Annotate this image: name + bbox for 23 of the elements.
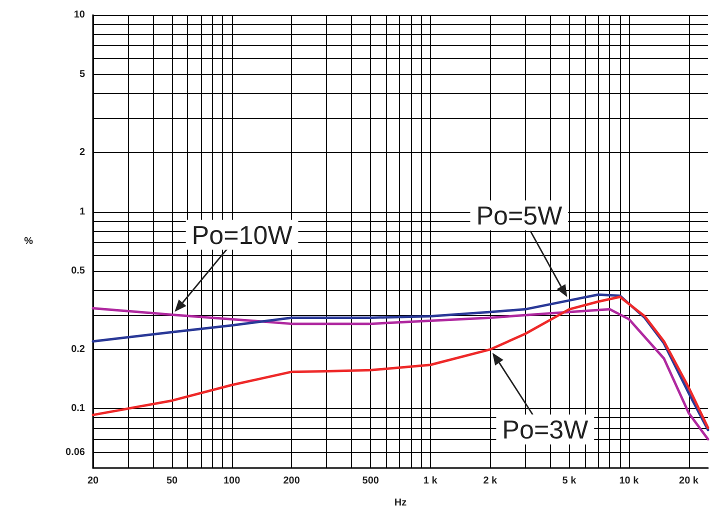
x-tick-label: 20 k — [679, 476, 699, 486]
x-tick-label: 500 — [362, 476, 380, 486]
x-tick-label: 2 k — [483, 476, 498, 486]
text: Po=5W — [476, 200, 563, 230]
text: Po=10W — [192, 220, 293, 250]
x-tick-label: 50 — [166, 476, 178, 486]
y-tick-label: 0.2 — [71, 344, 86, 355]
y-tick-label: 5 — [79, 68, 86, 80]
x-tick-label: 5 k — [562, 476, 577, 486]
y-tick-label: 1 — [79, 206, 86, 218]
x-tick-label: 200 — [283, 476, 300, 486]
x-tick-label: 100 — [223, 476, 241, 486]
y-tick-label: 0.5 — [71, 266, 86, 277]
y-tick-label: 10 — [74, 10, 86, 20]
y-tick-label: 0.06 — [66, 446, 86, 458]
y-tick-label: 0.1 — [71, 403, 86, 414]
x-tick-label: 10 k — [619, 476, 640, 486]
y-tick-label: 2 — [79, 147, 86, 158]
x-tick-label: 20 — [87, 476, 99, 486]
x-tick-label: 1 k — [423, 476, 438, 486]
y-axis-title: % — [24, 236, 34, 247]
x-axis-title: Hz — [394, 498, 407, 508]
text: Po=3W — [502, 414, 589, 444]
